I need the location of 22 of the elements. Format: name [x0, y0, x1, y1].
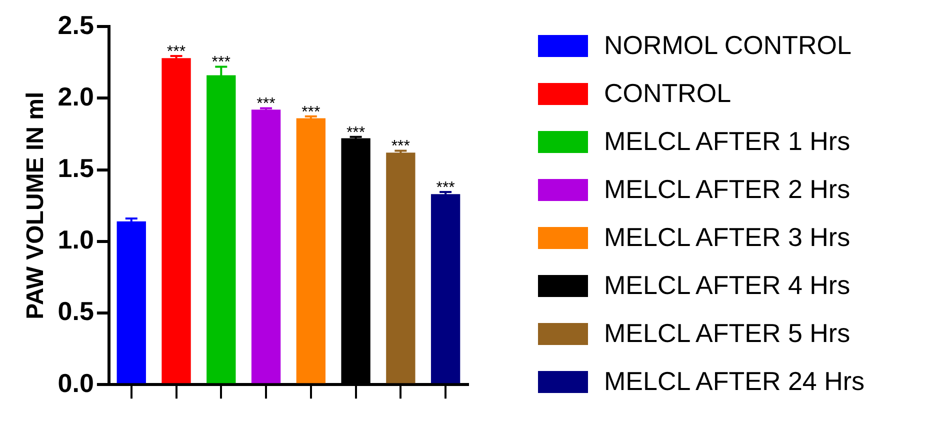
data-label: *** — [256, 96, 276, 113]
legend-label: MELCL AFTER 4 Hrs — [604, 270, 850, 301]
data-label: *** — [302, 104, 320, 121]
y-tick-label: 2.0 — [58, 81, 94, 112]
legend-label: MELCL AFTER 5 Hrs — [604, 318, 850, 349]
y-tick-label: 0.5 — [58, 296, 94, 326]
data-label: *** — [436, 179, 455, 196]
legend-label: MELCL AFTER 24 Hrs — [604, 366, 865, 397]
y-tick-label: 2.5 — [58, 10, 94, 40]
legend-label: MELCL AFTER 2 Hrs — [604, 174, 850, 205]
data-label: *** — [166, 43, 186, 60]
y-tick-label: 1.0 — [58, 224, 94, 255]
legend-label: MELCL AFTER 3 Hrs — [604, 222, 850, 253]
data-label: *** — [391, 138, 410, 156]
y-tick-label: 1.5 — [58, 152, 94, 183]
legend-label: NORMOL CONTROL — [604, 30, 852, 61]
legend-label: CONTROL — [604, 78, 732, 109]
legend-label: MELCL AFTER 1 Hrs — [604, 126, 850, 157]
y-tick-label: 0.0 — [58, 368, 94, 398]
y-axis-title: PAW VOLUME IN ml — [22, 92, 50, 320]
data-label: *** — [212, 54, 230, 72]
data-label: *** — [346, 124, 366, 142]
